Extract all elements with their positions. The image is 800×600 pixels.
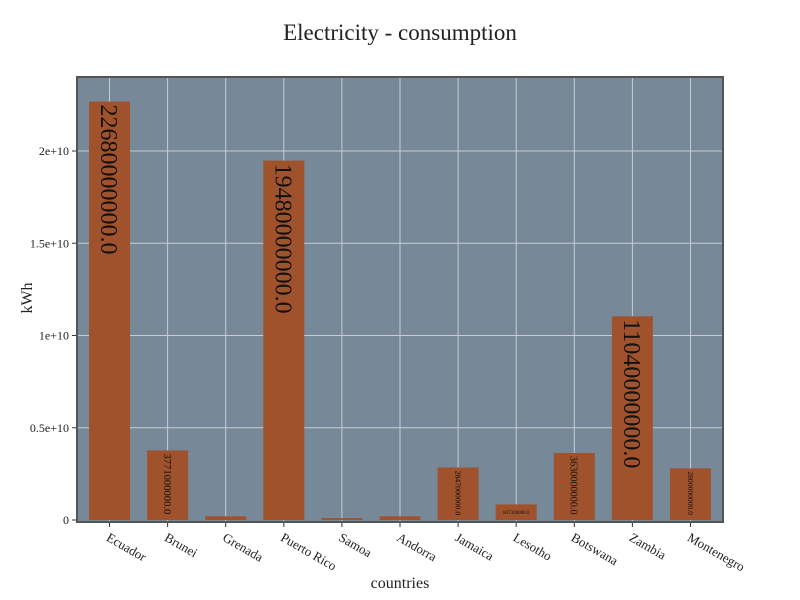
x-tick-label: Jamaica bbox=[453, 530, 497, 564]
chart-title: Electricity - consumption bbox=[283, 20, 517, 45]
bar bbox=[553, 453, 595, 520]
bar bbox=[321, 518, 363, 520]
y-axis-title: kWh bbox=[19, 282, 36, 313]
bar-value-label: 3771000000.0 bbox=[161, 453, 172, 514]
x-tick-label: Samoa bbox=[336, 530, 374, 561]
bar-value-label: 11040000000.0 bbox=[618, 319, 644, 468]
x-tick-label: Ecuador bbox=[104, 530, 150, 565]
y-tick-label: 0.5e+10 bbox=[30, 421, 69, 435]
grid bbox=[77, 77, 723, 522]
y-tick-label: 0 bbox=[63, 513, 69, 527]
bar bbox=[611, 316, 653, 520]
x-tick-label: Brunei bbox=[162, 530, 200, 561]
bar bbox=[263, 160, 305, 520]
x-tick-label: Puerto Rico bbox=[278, 530, 339, 574]
y-axis: 0 0.5e+10 1e+10 1.5e+10 2e+10 bbox=[30, 144, 77, 527]
bar bbox=[670, 468, 711, 520]
x-tick-label: Grenada bbox=[220, 530, 266, 565]
x-tick-label: Lesotho bbox=[511, 530, 555, 564]
y-tick-label: 1e+10 bbox=[39, 329, 69, 343]
plot-frame bbox=[76, 76, 724, 523]
y-tick-label: 2e+10 bbox=[39, 144, 69, 158]
x-tick-label: Zambia bbox=[627, 530, 669, 563]
bar bbox=[147, 450, 189, 520]
bar bbox=[205, 516, 247, 520]
bar-value-label: 22680000000.0 bbox=[95, 105, 121, 255]
bar bbox=[89, 101, 130, 520]
x-tick-label: Montenegro bbox=[685, 530, 748, 575]
x-tick-label: Botswana bbox=[569, 530, 621, 569]
bar-value-label: 19480000000.0 bbox=[269, 164, 295, 314]
bar bbox=[495, 504, 537, 520]
bar-labels: 22680000000.0 3771000000.0 19480000000.0 28… bbox=[95, 105, 695, 516]
bar-value-label: 847300000.0 bbox=[503, 511, 530, 516]
bar bbox=[437, 467, 479, 520]
y-tick-label: 1.5e+10 bbox=[30, 236, 69, 250]
bar-value-label: 2847000000.0 bbox=[453, 470, 462, 515]
x-tick-label: Andorra bbox=[395, 530, 440, 565]
bars bbox=[89, 101, 711, 520]
bar bbox=[379, 516, 421, 520]
x-axis-title: countries bbox=[371, 575, 430, 592]
bar-value-label: 2800000000.0 bbox=[686, 471, 695, 515]
bar-value-label: 3630000000.0 bbox=[568, 456, 579, 515]
